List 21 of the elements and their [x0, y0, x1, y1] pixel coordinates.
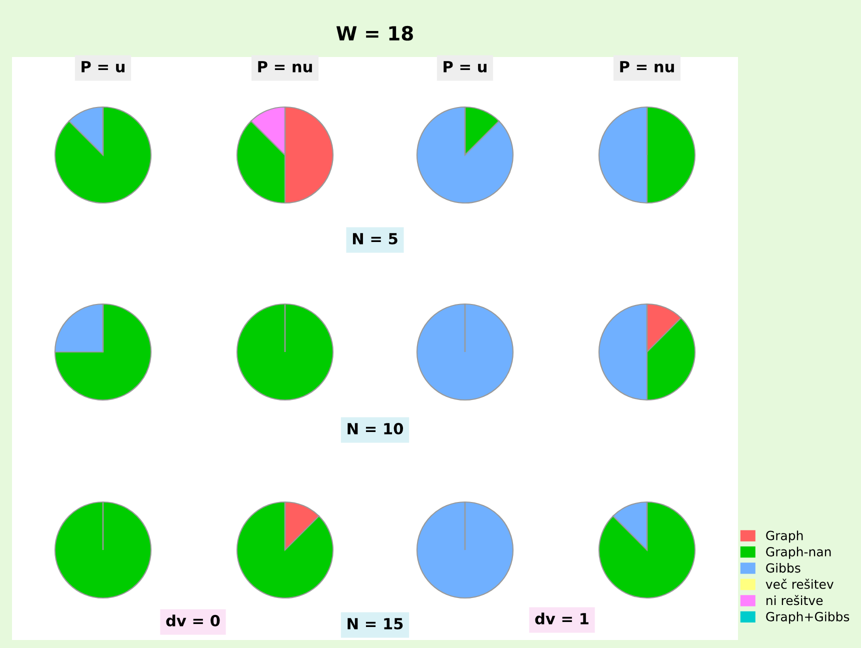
text: N = 5 [352, 233, 398, 244]
pie-slice [598, 501, 696, 599]
pie-slice [54, 303, 152, 401]
text: P = u [82, 61, 124, 72]
text: N = 10 [348, 422, 404, 434]
text: dv = 0 [166, 614, 220, 626]
text: P = nu [620, 61, 674, 72]
legend-label: Gibbs [766, 563, 800, 573]
legend-label: Graph+Gibbs [766, 612, 850, 624]
text: P = u [444, 61, 486, 72]
text: P = nu [258, 61, 312, 72]
pie-slice [54, 106, 152, 204]
text: N = 15 [348, 618, 403, 630]
legend-label: več rešitev [766, 578, 834, 589]
legend-label: Graph [766, 530, 803, 543]
pie-slice [236, 501, 334, 599]
legend-label: ni rešitve [766, 594, 823, 606]
legend-label: Graph-nan [766, 546, 831, 559]
text: dv = 1 [535, 612, 588, 624]
text: W = 18 [336, 26, 413, 41]
pie-slice [416, 106, 514, 204]
